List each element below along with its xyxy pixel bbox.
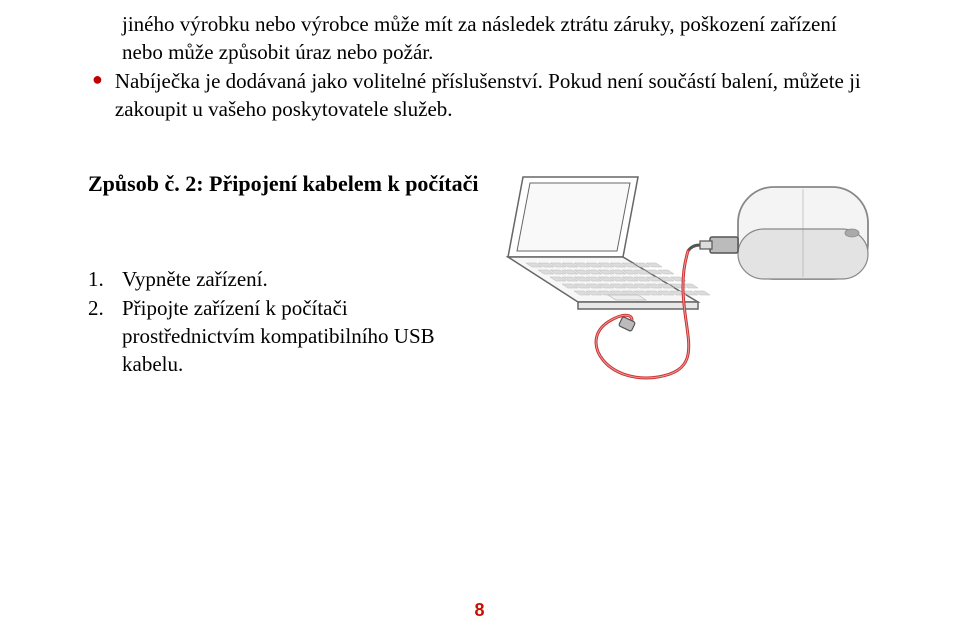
bullet-text: jiného výrobku nebo výrobce může mít za … [122,10,871,67]
step-number: 1. [88,265,122,293]
steps-list: 1. Vypněte zařízení. 2. Připojte zařízen… [88,265,468,378]
bullet-list: jiného výrobku nebo výrobce může mít za … [122,10,871,123]
illustration [488,167,878,413]
step-text: Vypněte zařízení. [122,265,268,293]
bullet-item: ● Nabíječka je dodávaná jako volitelné p… [122,67,871,124]
page-number: 8 [0,600,959,621]
step-number: 2. [88,294,122,322]
bullet-item: jiného výrobku nebo výrobce může mít za … [122,10,871,67]
step-item: 2. Připojte zařízení k počítači prostřed… [88,294,468,379]
step-text: Připojte zařízení k počítači prostřednic… [122,294,468,379]
bullet-icon: ● [92,67,103,92]
laptop-cable-device-icon [488,167,878,407]
step-item: 1. Vypněte zařízení. [88,265,468,293]
bullet-text: Nabíječka je dodávaná jako volitelné pří… [115,67,871,124]
